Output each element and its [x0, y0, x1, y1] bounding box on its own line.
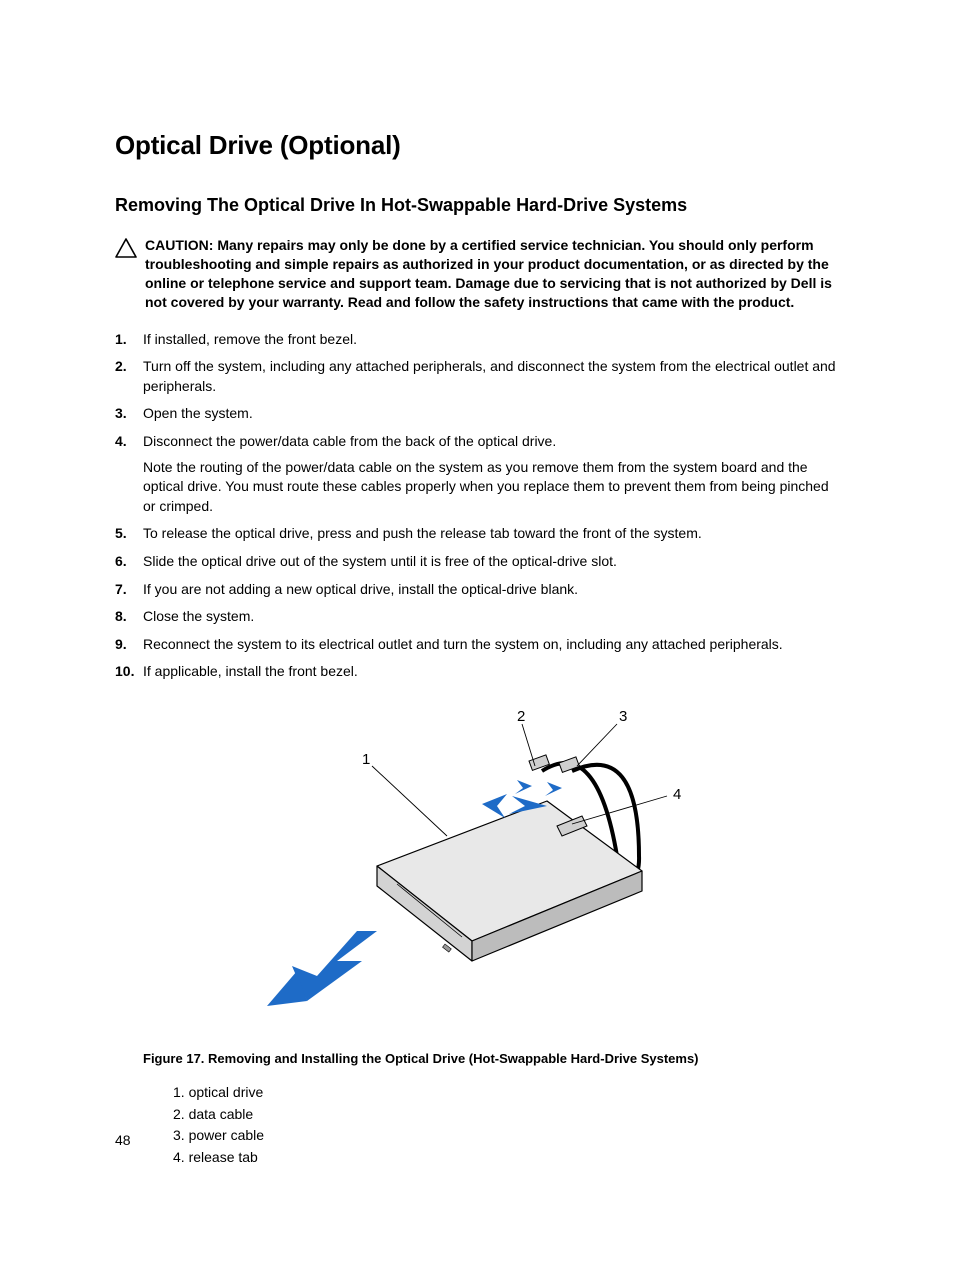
step-item: Open the system. — [115, 404, 839, 424]
figure-legend: 1. optical drive 2. data cable 3. power … — [173, 1082, 839, 1169]
page: Optical Drive (Optional) Removing The Op… — [0, 0, 954, 1268]
step-text: Slide the optical drive out of the syste… — [143, 553, 617, 569]
step-item: If installed, remove the front bezel. — [115, 330, 839, 350]
caution-text: CAUTION: Many repairs may only be done b… — [145, 236, 839, 312]
figure-caption: Figure 17. Removing and Installing the O… — [143, 1051, 839, 1066]
figure-callout-2: 2 — [517, 708, 525, 725]
step-text: If applicable, install the front bezel. — [143, 663, 358, 679]
legend-item: 1. optical drive — [173, 1082, 839, 1104]
step-text: To release the optical drive, press and … — [143, 525, 702, 541]
step-item: Close the system. — [115, 607, 839, 627]
figure: 1 2 3 4 — [115, 706, 839, 1031]
step-text: Close the system. — [143, 608, 254, 624]
legend-item: 3. power cable — [173, 1125, 839, 1147]
page-number: 48 — [115, 1132, 131, 1148]
step-item: If applicable, install the front bezel. — [115, 662, 839, 682]
step-note: Note the routing of the power/data cable… — [143, 458, 839, 517]
step-text: Reconnect the system to its electrical o… — [143, 636, 783, 652]
step-item: If you are not adding a new optical driv… — [115, 580, 839, 600]
step-item: Turn off the system, including any attac… — [115, 357, 839, 396]
legend-item: 2. data cable — [173, 1104, 839, 1126]
step-text: If you are not adding a new optical driv… — [143, 581, 578, 597]
legend-item: 4. release tab — [173, 1147, 839, 1169]
step-text: If installed, remove the front bezel. — [143, 331, 357, 347]
page-title: Optical Drive (Optional) — [115, 130, 839, 161]
step-item: To release the optical drive, press and … — [115, 524, 839, 544]
section-title: Removing The Optical Drive In Hot-Swappa… — [115, 195, 839, 216]
figure-callout-1: 1 — [362, 751, 370, 768]
figure-svg: 1 2 3 4 — [247, 706, 707, 1026]
step-item: Reconnect the system to its electrical o… — [115, 635, 839, 655]
caution-icon — [115, 238, 139, 263]
figure-callout-3: 3 — [619, 708, 627, 725]
step-list: If installed, remove the front bezel. Tu… — [115, 330, 839, 682]
step-text: Disconnect the power/data cable from the… — [143, 433, 556, 449]
step-item: Slide the optical drive out of the syste… — [115, 552, 839, 572]
figure-callout-4: 4 — [673, 786, 681, 803]
step-text: Turn off the system, including any attac… — [143, 358, 836, 394]
step-item: Disconnect the power/data cable from the… — [115, 432, 839, 516]
caution-block: CAUTION: Many repairs may only be done b… — [115, 236, 839, 312]
step-text: Open the system. — [143, 405, 253, 421]
